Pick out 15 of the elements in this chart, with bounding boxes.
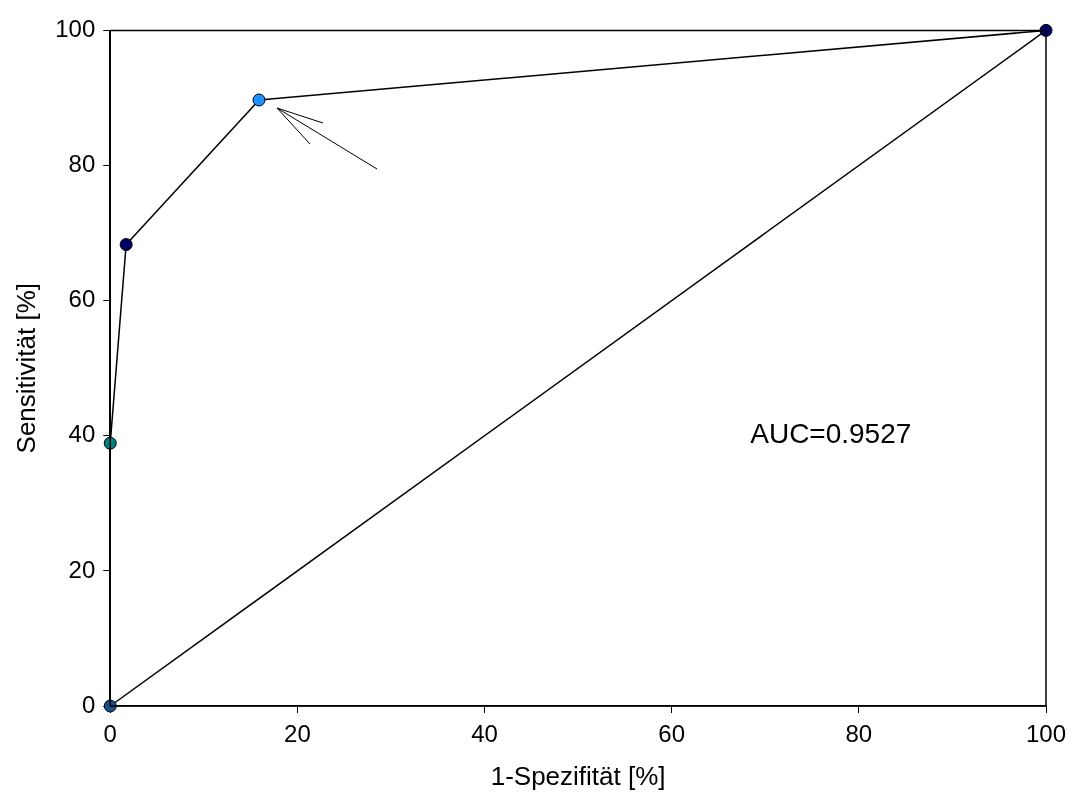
y-tick-label: 20 — [68, 555, 96, 583]
x-tick-label: 20 — [284, 720, 311, 748]
y-tick-label: 80 — [68, 150, 96, 178]
x-tick-label: 80 — [845, 720, 873, 748]
y-tick-label: 100 — [55, 15, 96, 43]
x-tick-label: 40 — [471, 720, 498, 748]
x-tick-label: 0 — [103, 720, 117, 748]
annotation: AUC=0.9527 — [750, 418, 912, 450]
x-tick-label: 60 — [658, 720, 686, 748]
x-axis-title: 1-Spezifität [%] — [490, 760, 666, 791]
y-tick-label: 40 — [68, 420, 96, 448]
x-tick-label: 100 — [1025, 720, 1067, 748]
y-tick-label: 0 — [81, 690, 96, 718]
y-tick-label: 60 — [68, 285, 96, 313]
y-axis-title: Sensitivität [%] — [10, 282, 41, 454]
